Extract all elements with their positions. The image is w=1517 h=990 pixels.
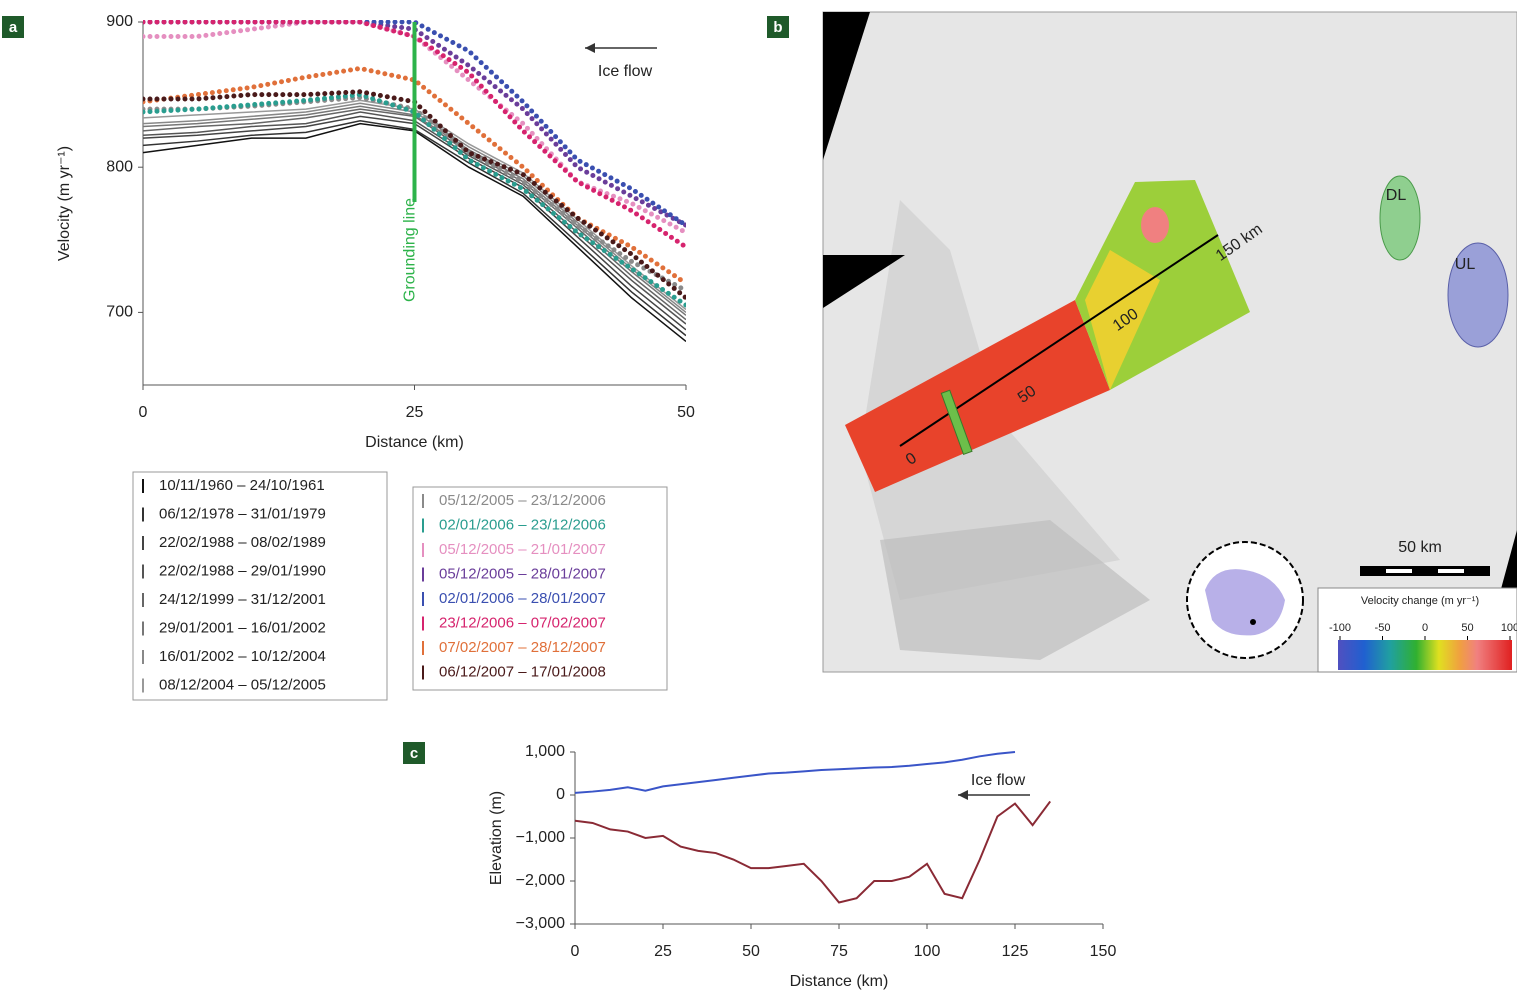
legend-label: 24/12/1999 – 31/12/2001 [159, 591, 326, 608]
colorbar-tick-label: 50 [1461, 622, 1473, 634]
x-tick-label: 25 [654, 943, 672, 960]
series-line [575, 800, 1052, 904]
velocity-change-area [845, 300, 1110, 492]
legend-label: 10/11/1960 – 24/10/1961 [159, 477, 325, 494]
grounding-line-label: Grounding line [402, 198, 419, 302]
x-tick-label: 125 [1002, 943, 1029, 960]
y-tick-label: 700 [106, 304, 133, 321]
x-tick-label: 0 [139, 404, 148, 421]
ice-flow-arrowhead [958, 790, 968, 800]
panel-label: a [9, 19, 18, 36]
colorbar-tick-label: 100 [1501, 622, 1517, 634]
no-data [823, 255, 905, 308]
x-tick-label: 75 [830, 943, 848, 960]
ice-flow-label: Ice flow [971, 772, 1026, 789]
scale-bar-label: 50 km [1398, 539, 1442, 556]
y-tick-label: 900 [106, 13, 133, 30]
lake [1447, 242, 1509, 348]
legend-label: 02/01/2006 – 23/12/2006 [439, 516, 606, 533]
colorbar-tick-label: -50 [1375, 622, 1391, 634]
grounding-line [940, 389, 973, 456]
legend-label: 08/12/2004 – 05/12/2005 [159, 676, 326, 693]
legend-label: 06/12/1978 – 31/01/1979 [159, 505, 326, 522]
no-data [1498, 530, 1517, 600]
inset-location [1250, 619, 1256, 625]
y-axis-label: Velocity (m yr⁻¹) [56, 146, 73, 261]
x-tick-label: 25 [406, 404, 424, 421]
legend-label: 05/12/2005 – 23/12/2006 [439, 492, 606, 509]
lake [1379, 175, 1421, 261]
legend-label: 05/12/2005 – 21/01/2007 [439, 541, 606, 558]
x-axis-label: Distance (km) [790, 973, 889, 990]
colorbar [1338, 640, 1512, 670]
panel-label: c [410, 745, 418, 762]
x-tick-label: 150 [1090, 943, 1117, 960]
inset-continent [1205, 569, 1285, 636]
x-axis-label: Distance (km) [365, 434, 464, 451]
panel-label-box [403, 742, 425, 764]
y-tick-label: −1,000 [516, 829, 565, 846]
scale-bar [1386, 569, 1412, 573]
legend-box [412, 486, 668, 691]
y-tick-label: 1,000 [525, 743, 565, 760]
y-tick-label: 800 [106, 158, 133, 175]
x-tick-label: 100 [914, 943, 941, 960]
legend-label: 22/02/1988 – 29/01/1990 [159, 562, 326, 579]
terrain [880, 520, 1150, 660]
scale-bar [1438, 569, 1464, 573]
lake-label: UL [1455, 256, 1476, 273]
map: 0 50 100 150 km DL UL 50 km Velocity cha… [822, 11, 1517, 673]
legend-label: 02/01/2006 – 28/01/2007 [439, 590, 606, 607]
x-tick-label: 50 [677, 404, 695, 421]
x-tick-label: 50 [742, 943, 760, 960]
y-tick-label: −3,000 [516, 915, 565, 932]
lake-label: DL [1386, 187, 1407, 204]
legend-label: 22/02/1988 – 08/02/1989 [159, 534, 326, 551]
legend-label: 07/02/2007 – 28/12/2007 [439, 639, 606, 656]
colorbar-tick-label: -100 [1329, 622, 1351, 634]
series-line [575, 751, 1016, 794]
legend-box [132, 471, 388, 701]
panel-label: b [773, 19, 782, 36]
ice-flow-label: Ice flow [598, 63, 653, 80]
colorbar-title: Velocity change (m yr⁻¹) [1361, 595, 1479, 607]
y-axis-label: Elevation (m) [488, 791, 505, 885]
legend-label: 16/01/2002 – 10/12/2004 [159, 648, 326, 665]
scale-bar [1360, 566, 1490, 576]
ice-flow-arrowhead [585, 43, 595, 53]
legend-label: 29/01/2001 – 16/01/2002 [159, 619, 326, 636]
legend-label: 23/12/2006 – 07/02/2007 [439, 614, 606, 631]
legend-label: 06/12/2007 – 17/01/2008 [439, 663, 606, 680]
panel-label-box [767, 16, 789, 38]
panel-label-box [2, 16, 24, 38]
legend-label: 05/12/2005 – 28/01/2007 [439, 565, 606, 582]
y-tick-label: −2,000 [516, 872, 565, 889]
colorbar-tick-label: 0 [1422, 622, 1428, 634]
velocity-change-area [1141, 207, 1169, 243]
x-tick-label: 0 [571, 943, 580, 960]
no-data [823, 12, 870, 160]
y-tick-label: 0 [556, 786, 565, 803]
